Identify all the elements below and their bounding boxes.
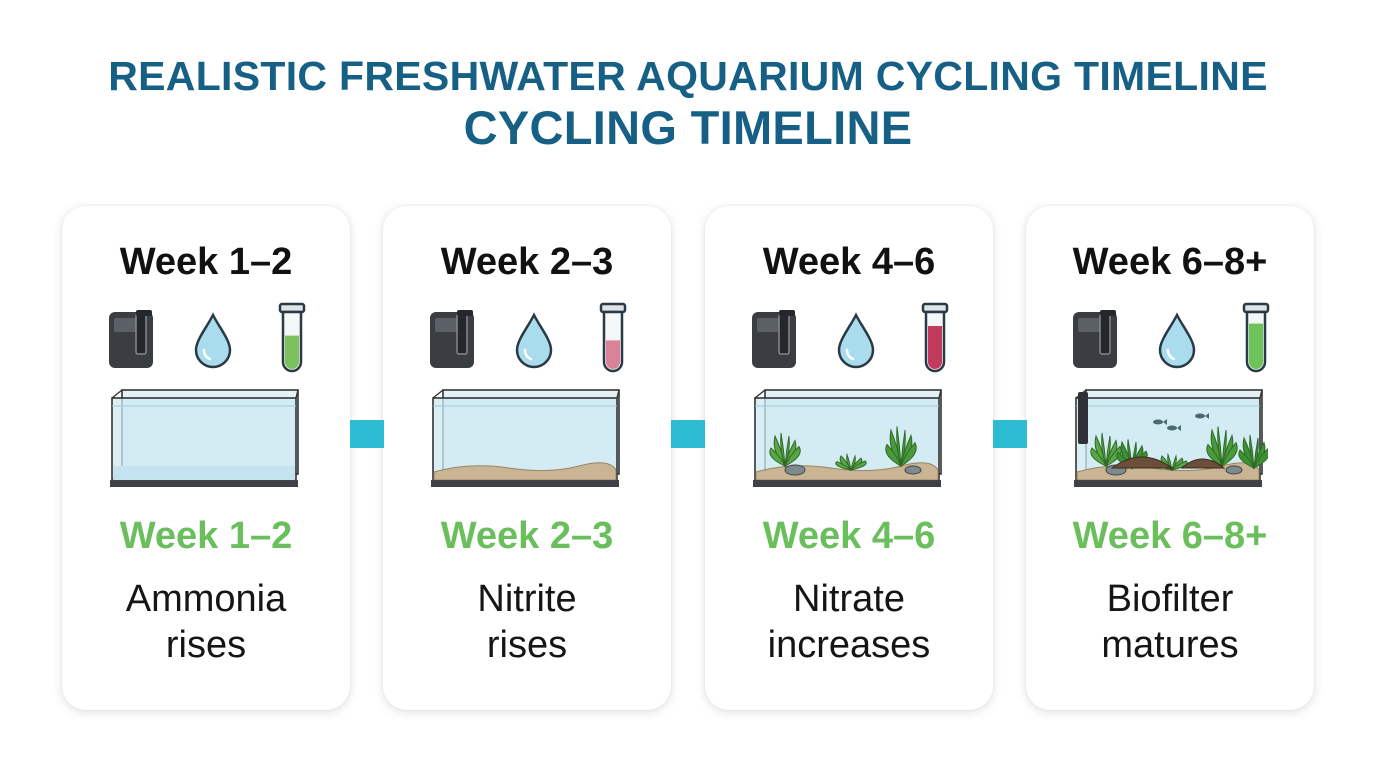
stage-caption-line1: Ammonia xyxy=(125,578,287,620)
water-drop-icon xyxy=(835,312,877,375)
stage-caption: Nitrite rises xyxy=(383,576,671,668)
filter-icon xyxy=(1070,306,1120,377)
stage-heading: Week 2–3 xyxy=(440,241,614,283)
stage-icons xyxy=(62,302,350,378)
timeline-connector xyxy=(350,420,384,448)
stage-caption-line1: Nitrite xyxy=(477,578,577,620)
timeline-connector xyxy=(993,420,1027,448)
water-drop-icon xyxy=(1156,312,1198,375)
stage-caption-line2: rises xyxy=(486,624,568,666)
page-subtitle: CYCLING TIMELINE xyxy=(463,101,913,154)
timeline-connector xyxy=(671,420,705,448)
stage-caption: Biofilter matures xyxy=(1026,576,1314,668)
stage-heading: Week 4–6 xyxy=(762,241,936,283)
page-title: REALISTIC FRESHWATER AQUARIUM CYCLING TI… xyxy=(108,53,1268,99)
stage-caption: Nitrate increases xyxy=(705,576,993,668)
stage-week-label: Week 1–2 xyxy=(119,515,293,557)
stage-caption-line1: Nitrate xyxy=(793,578,905,620)
stage-heading: Week 6–8+ xyxy=(1072,241,1268,283)
stage-caption-line2: matures xyxy=(1101,624,1239,666)
test-tube-icon xyxy=(278,302,306,379)
stage-icons xyxy=(383,302,671,378)
stage-heading: Week 1–2 xyxy=(119,241,293,283)
stage-card: Week 2–3 Week 2–3 Nitrite rises xyxy=(383,206,671,710)
test-tube-icon xyxy=(1242,302,1270,379)
stage-card: Week 6–8+ Week 6–8+ Biofilter matures xyxy=(1026,206,1314,710)
stage-week-label: Week 2–3 xyxy=(440,515,614,557)
stage-icons xyxy=(1026,302,1314,378)
stage-caption-line2: increases xyxy=(767,624,931,666)
stage-icons xyxy=(705,302,993,378)
test-tube-icon xyxy=(599,302,627,379)
title-block: REALISTIC FRESHWATER AQUARIUM CYCLING TI… xyxy=(0,52,1376,156)
filter-icon xyxy=(106,306,156,377)
aquarium-tank-illustration xyxy=(429,386,625,492)
stage-caption-line2: rises xyxy=(165,624,247,666)
aquarium-tank-illustration xyxy=(1072,386,1270,492)
stage-caption: Ammonia rises xyxy=(62,576,350,668)
stage-week-label: Week 6–8+ xyxy=(1072,515,1268,557)
water-drop-icon xyxy=(513,312,555,375)
filter-icon xyxy=(749,306,799,377)
stage-card: Week 4–6 Week 4–6 Nitrate increases xyxy=(705,206,993,710)
stage-week-label: Week 4–6 xyxy=(762,515,936,557)
water-drop-icon xyxy=(192,312,234,375)
stage-card: Week 1–2 Week 1–2 Ammonia rises xyxy=(62,206,350,710)
aquarium-tank-illustration xyxy=(108,386,304,492)
test-tube-icon xyxy=(921,302,949,379)
stage-caption-line1: Biofilter xyxy=(1106,578,1234,620)
aquarium-tank-illustration xyxy=(751,386,947,492)
filter-icon xyxy=(427,306,477,377)
